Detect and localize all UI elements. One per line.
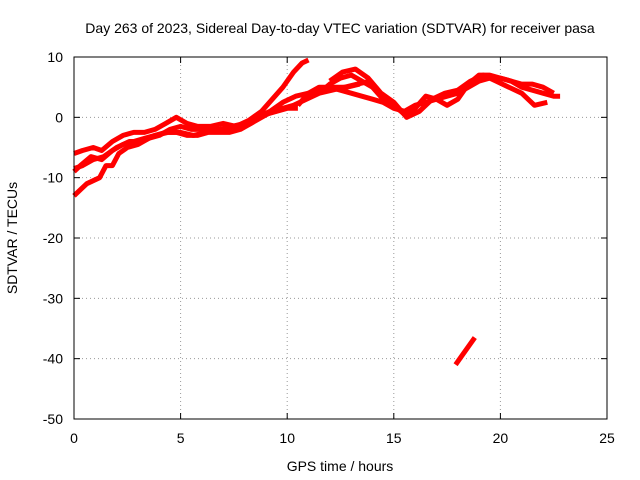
- y-tick-label: -50: [43, 411, 63, 427]
- x-tick-label: 25: [599, 430, 615, 446]
- y-tick-label: 10: [47, 49, 63, 65]
- x-tick-labels: 0 5 10 15 20 25: [70, 430, 615, 446]
- y-tick-label: -10: [43, 170, 63, 186]
- tick-marks: [73, 56, 608, 420]
- series-line-track-7: [328, 66, 548, 120]
- plot-frame: [73, 56, 608, 420]
- y-tick-label: -30: [43, 290, 63, 306]
- x-tick-label: 10: [279, 430, 295, 446]
- series-line-track-3: [72, 78, 371, 174]
- y-tick-label: -20: [43, 230, 63, 246]
- x-axis-label: GPS time / hours: [287, 458, 394, 474]
- series-group: [72, 57, 561, 367]
- grid: [74, 57, 607, 419]
- y-tick-label: -40: [43, 351, 63, 367]
- series-line-track-8: [453, 336, 477, 367]
- x-tick-label: 20: [493, 430, 509, 446]
- y-axis-label: SDTVAR / TECUs: [4, 182, 20, 294]
- y-tick-label: 0: [55, 109, 63, 125]
- series-line-track-4: [72, 105, 298, 198]
- series-line-track-1: [73, 57, 310, 156]
- chart-title: Day 263 of 2023, Sidereal Day-to-day VTE…: [85, 20, 595, 36]
- x-tick-label: 15: [386, 430, 402, 446]
- x-tick-label: 0: [70, 430, 78, 446]
- x-tick-label: 5: [177, 430, 185, 446]
- y-tick-labels: -50 -40 -30 -20 -10 0 10: [43, 49, 63, 427]
